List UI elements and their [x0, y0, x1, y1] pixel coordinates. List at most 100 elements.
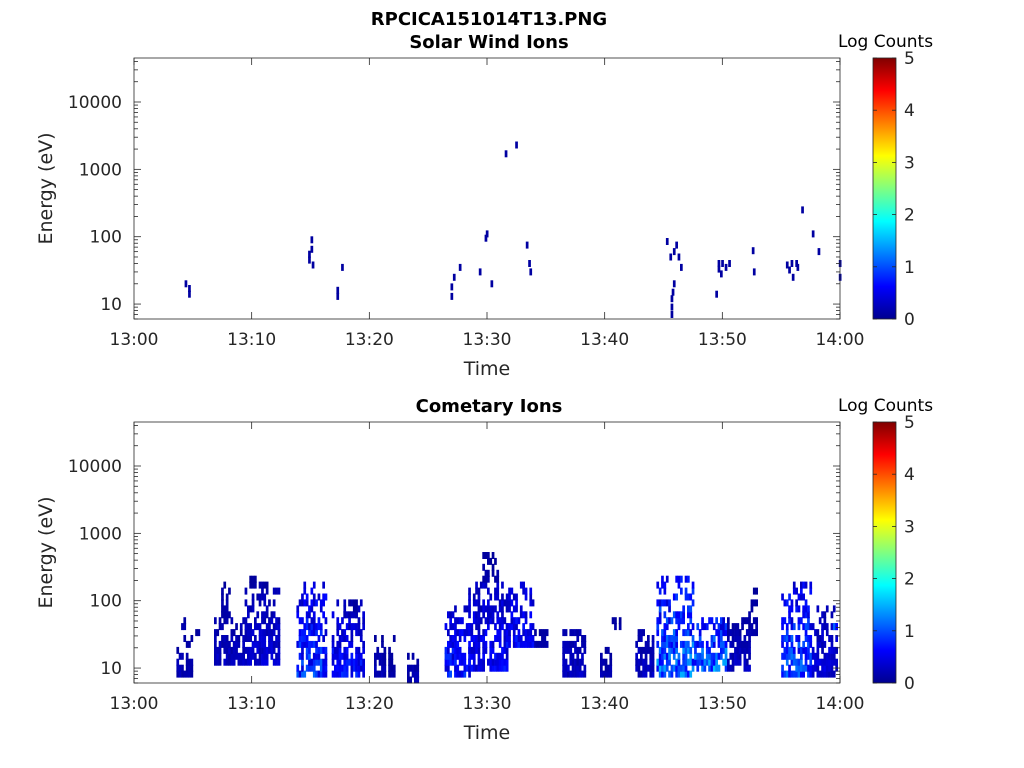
cometary-cell-1070: [684, 664, 688, 672]
cometary-cell-1282: [788, 664, 791, 672]
cometary-cell-1145: [710, 617, 714, 625]
cometary-cell-436: [359, 629, 363, 637]
cometary-cell-244: [298, 635, 302, 642]
cometary-cell-1083: [687, 629, 690, 637]
cometary-cell-315: [317, 670, 321, 678]
cometary-cell-817: [529, 599, 533, 607]
cometary-cell-1238: [748, 646, 751, 654]
cometary-cell-838: [562, 664, 565, 672]
cometary-cell-1296: [790, 623, 794, 631]
cometary-cell-940: [644, 652, 648, 660]
cometary-cell-1150: [712, 635, 716, 642]
cometary-cell-1165: [720, 640, 723, 648]
cometary-cell-388: [343, 635, 347, 642]
cometary-cell-652: [484, 640, 488, 648]
cometary-cell-900: [604, 670, 608, 678]
cometary-cell-509: [444, 658, 448, 666]
cometary-cell-505: [416, 670, 420, 678]
cometary-cell-293: [310, 599, 314, 607]
cometary-cell-1109: [694, 640, 697, 648]
cometary-cell-421: [355, 623, 358, 631]
cometary-cell-774: [512, 635, 516, 642]
cometary-cell-989: [663, 664, 667, 672]
cometary-cell-1158: [717, 652, 721, 660]
cometary-cell-48: [221, 635, 224, 642]
cometary-cell-622: [477, 652, 481, 660]
cometary-cell-689: [496, 658, 500, 666]
cometary-cell-781: [515, 635, 518, 642]
cometary-cell-775: [512, 629, 516, 637]
cometary-cell-411: [350, 599, 354, 607]
cometary-cell-809: [527, 640, 530, 648]
cometary-cell-1177: [724, 658, 728, 666]
cometary-cell-962: [656, 629, 660, 637]
cometary-cell-1341: [802, 581, 805, 589]
cometary-cell-28: [195, 629, 198, 637]
cometary-cell-1357: [807, 640, 810, 648]
solar-wind-cell-40: [724, 263, 728, 271]
solar-wind-cell-52: [817, 248, 821, 256]
cometary-cell-826: [536, 640, 540, 648]
cometary-cell-1295: [790, 635, 794, 642]
cometary-cell-466: [378, 670, 382, 678]
cometary-cell-379: [341, 652, 344, 660]
cometary-cell-442: [362, 640, 365, 648]
cometary-cell-704: [498, 623, 502, 631]
cometary-cell-632: [477, 593, 481, 601]
cometary-cell-667: [489, 646, 493, 654]
cometary-cell-598: [470, 629, 474, 637]
cometary-cell-197: [270, 640, 274, 648]
cometary-cell-973: [658, 611, 662, 619]
cometary-cell-894: [600, 670, 603, 678]
cometary-cell-842: [562, 640, 565, 648]
cometary-cell-758: [505, 623, 509, 631]
cometary-cell-627: [477, 623, 481, 631]
cometary-cell-693: [496, 617, 500, 625]
cometary-cell-1176: [724, 664, 728, 672]
cometary-cell-1329: [800, 617, 803, 625]
cometary-cell-195: [270, 652, 274, 660]
cometary-cell-357: [334, 652, 337, 660]
cometary-cell-87: [239, 629, 243, 637]
cometary-cell-660: [487, 611, 490, 619]
cometary-cell-860: [571, 670, 575, 678]
cometary-cell-250: [301, 658, 304, 666]
cometary-cell-1181: [724, 629, 728, 637]
cometary-cell-829: [541, 640, 544, 648]
cometary-cell-638: [479, 605, 483, 613]
cometary-cell-1356: [807, 646, 810, 654]
cometary-cell-529: [451, 658, 455, 666]
cometary-cell-676: [491, 640, 495, 648]
cometary-cell-749: [491, 569, 495, 577]
cometary-cell-488: [390, 652, 394, 660]
cometary-cell-407: [350, 640, 354, 648]
cometary-cell-1386: [816, 640, 820, 648]
cometary-cell-868: [574, 658, 577, 666]
cometary-cell-970: [658, 652, 662, 660]
cometary-cell-971: [658, 646, 662, 654]
cometary-cell-19: [188, 658, 191, 666]
solar-wind-cell-19: [504, 150, 508, 158]
solar-wind-xtick-label-0: 13:00: [110, 330, 159, 350]
cometary-cell-1050: [677, 581, 681, 589]
cometary-xtick-label-3: 13:30: [463, 694, 512, 714]
cometary-cell-1030: [672, 611, 676, 619]
cometary-cell-10: [183, 670, 187, 678]
cometary-cell-1065: [682, 629, 685, 637]
cometary-cell-321: [317, 617, 321, 625]
cometary-cell-54: [223, 617, 227, 625]
cometary-cell-1364: [809, 664, 813, 672]
cometary-cell-41: [218, 658, 222, 666]
cometary-cell-819: [529, 587, 533, 595]
cometary-cell-11: [183, 635, 187, 642]
cometary-cell-933: [642, 664, 645, 672]
cometary-cell-467: [378, 658, 382, 666]
cometary-cell-1350: [804, 605, 808, 613]
cometary-cell-1138: [708, 646, 711, 654]
cometary-cell-448: [345, 611, 349, 619]
cometary-cell-757: [505, 635, 509, 642]
cometary-cell-997: [663, 599, 667, 607]
cometary-cell-152: [258, 652, 262, 660]
cometary-cell-669: [489, 617, 493, 625]
cometary-cell-433: [359, 658, 363, 666]
